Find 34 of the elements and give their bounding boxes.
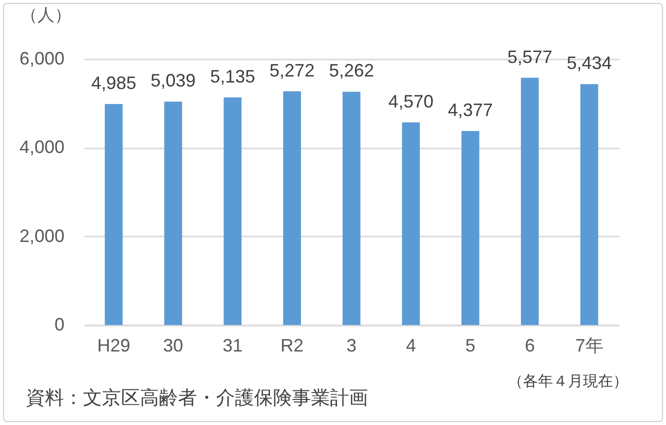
bar <box>283 91 301 325</box>
y-axis-title: （人） <box>20 6 72 24</box>
x-tick-label: 30 <box>163 336 184 356</box>
bar <box>520 78 539 325</box>
bar <box>461 130 480 325</box>
data-label: 4,377 <box>448 100 493 120</box>
bar <box>580 84 598 325</box>
y-tick-label: 0 <box>54 314 64 334</box>
y-tick-label: 2,000 <box>19 226 64 246</box>
bar <box>104 104 123 325</box>
bar <box>402 122 420 325</box>
x-tick-label: 6 <box>524 336 535 356</box>
data-label: 4,570 <box>388 91 434 112</box>
x-tick-label: 31 <box>222 336 243 356</box>
data-label: 5,039 <box>150 70 196 91</box>
bar <box>342 92 360 325</box>
x-tick-label: 4 <box>406 336 416 356</box>
x-tick-label: 5 <box>465 336 476 356</box>
text: 資料：文京区高齢者・介護保険事業計画 <box>26 387 368 411</box>
bar <box>164 102 182 325</box>
data-label: 5,272 <box>270 60 315 80</box>
text: （各年４月現在） <box>508 372 628 391</box>
x-tick-label: 3 <box>346 336 357 356</box>
x-tick-label: H29 <box>97 336 130 356</box>
data-label: 5,434 <box>566 53 612 74</box>
data-label: 5,262 <box>328 60 374 81</box>
bar <box>224 97 242 325</box>
data-label: 4,985 <box>91 73 136 93</box>
x-tick-label: R2 <box>280 336 304 356</box>
y-tick-label: 4,000 <box>19 137 64 158</box>
y-tick-label: 6,000 <box>19 48 64 68</box>
data-label: 5,135 <box>210 66 256 86</box>
data-label: 5,577 <box>507 46 552 67</box>
x-tick-label: 7年 <box>575 336 604 356</box>
